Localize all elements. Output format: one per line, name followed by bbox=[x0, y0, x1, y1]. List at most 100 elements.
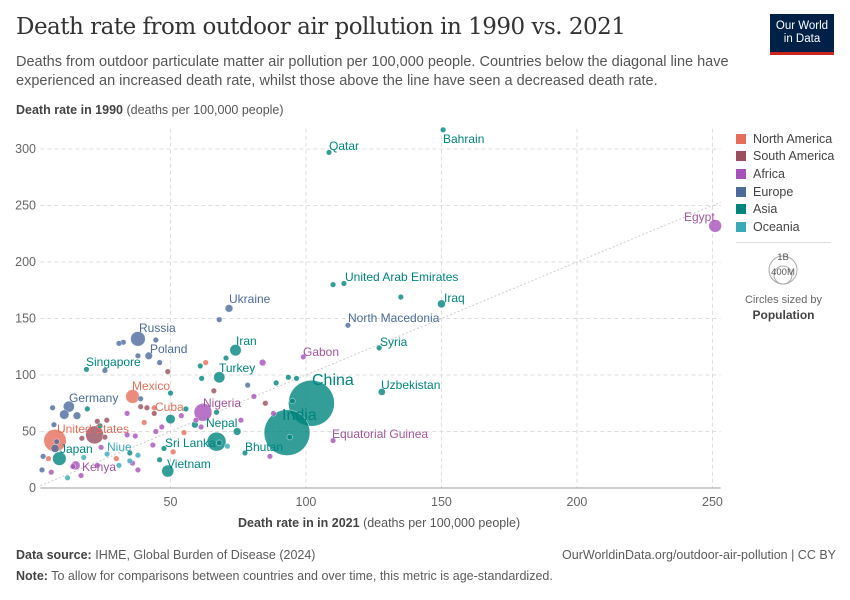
data-point bbox=[52, 451, 67, 466]
data-point bbox=[160, 445, 167, 452]
legend-label: Asia bbox=[753, 202, 778, 217]
data-point bbox=[63, 400, 75, 413]
data-point bbox=[250, 393, 257, 400]
point-label: North Macedonia bbox=[348, 311, 440, 325]
y-tick-label: 50 bbox=[22, 425, 36, 439]
point-label: Nigeria bbox=[203, 396, 241, 410]
point-label: United Arab Emirates bbox=[345, 270, 458, 284]
source-url[interactable]: OurWorldinData.org/outdoor-air-pollution… bbox=[562, 548, 836, 562]
data-point bbox=[164, 368, 171, 375]
data-point bbox=[285, 374, 292, 381]
legend-item[interactable]: North America bbox=[736, 130, 834, 148]
point-label: Mexico bbox=[132, 379, 170, 393]
data-point bbox=[198, 423, 205, 430]
data-point bbox=[115, 340, 122, 347]
data-point bbox=[237, 417, 244, 424]
point-label: Bhutan bbox=[245, 440, 283, 454]
data-point bbox=[80, 454, 87, 461]
data-point bbox=[273, 379, 280, 386]
data-point bbox=[152, 336, 159, 343]
point-label: Germany bbox=[69, 391, 118, 405]
data-point bbox=[289, 397, 296, 404]
data-point bbox=[156, 456, 163, 463]
legend-item[interactable]: South America bbox=[736, 148, 834, 166]
data-point bbox=[137, 403, 144, 410]
owid-logo[interactable]: Our World in Data bbox=[770, 14, 834, 55]
data-point bbox=[182, 405, 189, 412]
note: Note: To allow for comparisons between c… bbox=[16, 569, 553, 583]
legend-swatch bbox=[736, 168, 746, 179]
data-point bbox=[266, 453, 273, 460]
data-point bbox=[344, 322, 351, 329]
data-point bbox=[64, 474, 71, 481]
data-point bbox=[197, 362, 204, 369]
data-point bbox=[158, 423, 165, 430]
data-point bbox=[137, 395, 144, 402]
data-point bbox=[224, 443, 231, 450]
data-point bbox=[124, 410, 131, 417]
data-point bbox=[437, 299, 446, 309]
data-point bbox=[167, 390, 174, 397]
data-point bbox=[270, 410, 277, 417]
data-point bbox=[152, 428, 159, 435]
data-point bbox=[101, 434, 108, 441]
point-label: Egypt bbox=[684, 210, 715, 224]
legend-swatch bbox=[736, 186, 746, 197]
data-point bbox=[224, 304, 234, 313]
size-legend-caption: Circles sized by bbox=[744, 294, 823, 306]
x-tick-label: 100 bbox=[296, 495, 317, 509]
data-point bbox=[98, 444, 105, 451]
data-point bbox=[134, 452, 141, 459]
data-point bbox=[132, 433, 139, 440]
point-label: Kenya bbox=[82, 460, 116, 474]
legend-item[interactable]: Asia bbox=[736, 200, 834, 218]
data-point bbox=[213, 409, 220, 416]
data-point bbox=[149, 442, 156, 449]
data-point bbox=[216, 439, 223, 446]
data-point bbox=[84, 405, 91, 412]
data-point bbox=[198, 375, 205, 382]
data-point bbox=[193, 403, 213, 422]
svg-text:1B: 1B bbox=[777, 252, 789, 263]
data-point bbox=[192, 417, 199, 424]
data-point bbox=[210, 387, 217, 394]
data-point bbox=[103, 417, 110, 424]
legend-swatch bbox=[736, 133, 746, 144]
point-label: Bahrain bbox=[443, 132, 484, 146]
logo-line1: Our World bbox=[775, 20, 829, 32]
data-point bbox=[286, 434, 293, 441]
data-point bbox=[78, 472, 85, 479]
data-point bbox=[340, 280, 347, 287]
legend-item[interactable]: Europe bbox=[736, 183, 834, 201]
data-point bbox=[94, 418, 101, 425]
data-point bbox=[101, 367, 108, 374]
point-label: Ukraine bbox=[229, 292, 271, 306]
data-point bbox=[376, 344, 383, 351]
point-label: China bbox=[312, 372, 354, 389]
data-point bbox=[397, 294, 404, 301]
data-point bbox=[141, 419, 148, 426]
data-point bbox=[213, 371, 226, 384]
point-label: Nepal bbox=[206, 416, 237, 430]
legend-label: North America bbox=[753, 131, 833, 146]
chart-subtitle: Deaths from outdoor particulate matter a… bbox=[16, 54, 729, 89]
point-label: Iraq bbox=[444, 291, 465, 305]
point-label: India bbox=[282, 407, 317, 424]
data-point bbox=[130, 331, 146, 347]
data-point bbox=[134, 352, 141, 359]
data-point bbox=[326, 149, 333, 156]
size-legend: 1B 400M Circles sized by Population bbox=[736, 242, 831, 322]
data-point bbox=[300, 353, 307, 360]
data-source: Data source: IHME, Global Burden of Dise… bbox=[16, 548, 316, 562]
data-point bbox=[78, 435, 85, 442]
legend-item[interactable]: Oceania bbox=[736, 218, 834, 236]
data-point bbox=[244, 382, 251, 389]
diagonal-reference-line bbox=[40, 201, 721, 487]
y-axis-label: Death rate in 1990 (deaths per 100,000 p… bbox=[16, 103, 284, 117]
x-axis-label: Death rate in in 2021 (deaths per 100,00… bbox=[238, 516, 521, 530]
point-label: Sri Lanka bbox=[165, 436, 216, 450]
legend-item[interactable]: Africa bbox=[736, 165, 834, 183]
point-label: Singapore bbox=[86, 355, 141, 369]
data-point bbox=[97, 422, 104, 429]
